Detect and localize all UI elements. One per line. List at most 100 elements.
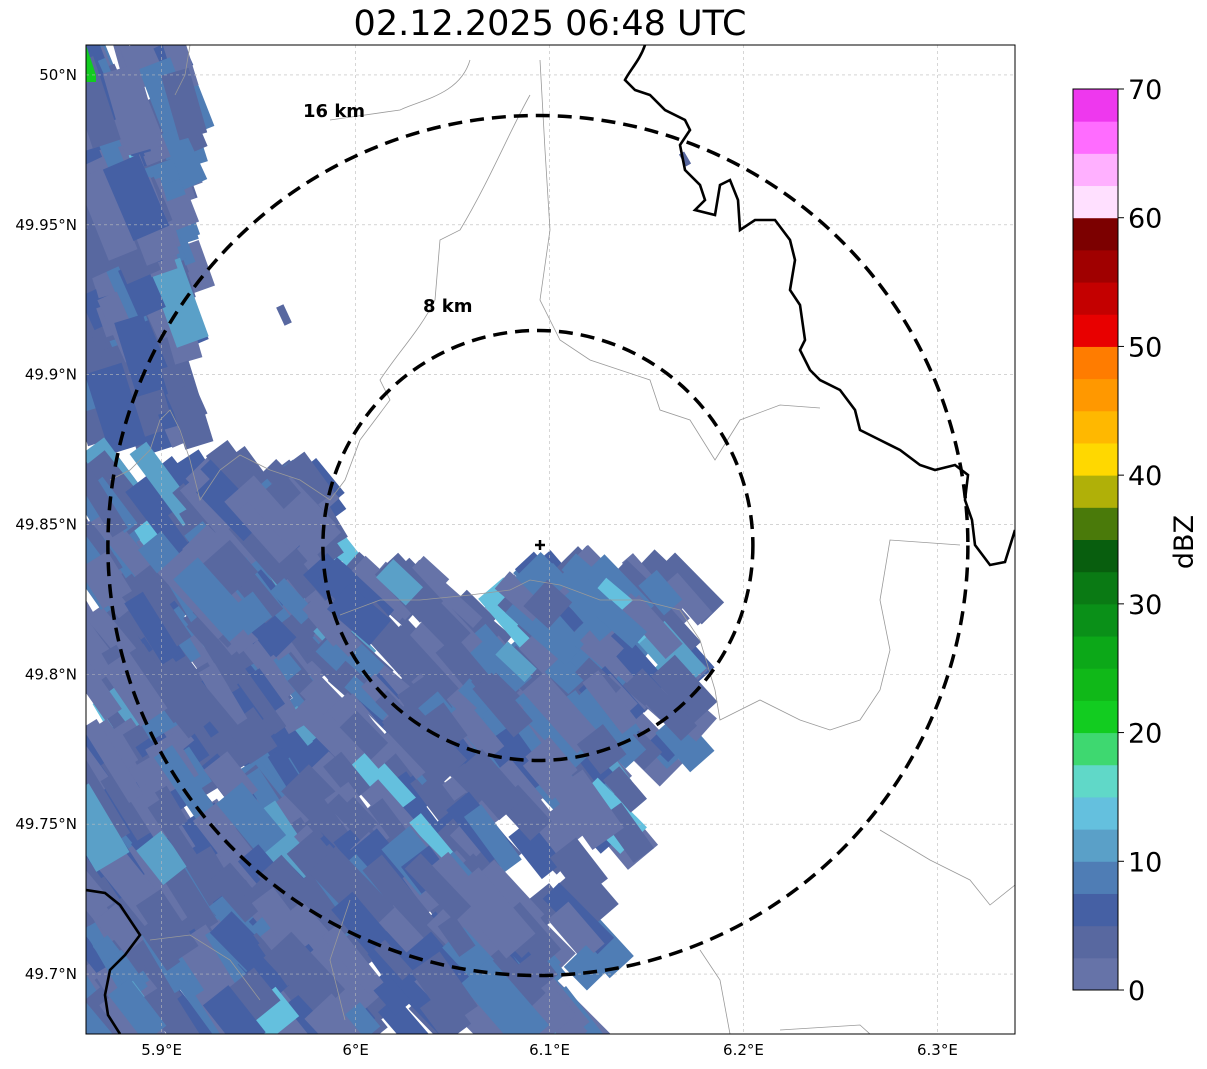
echo-cell xyxy=(339,710,389,760)
echo-cell xyxy=(662,572,713,626)
echo-cell xyxy=(308,846,395,934)
map-frame xyxy=(85,44,1016,1035)
echo-cell xyxy=(460,957,549,1034)
echo-cell xyxy=(209,911,291,993)
colorbar-bin xyxy=(1073,507,1118,540)
colorbar-bin xyxy=(1073,217,1118,251)
colorbar-bin xyxy=(1073,185,1118,219)
echo-cell xyxy=(135,889,199,963)
colorbar-bin xyxy=(1073,957,1118,991)
echo-cell xyxy=(211,516,263,570)
echo-cell xyxy=(124,591,182,665)
echo-cell xyxy=(202,985,266,1034)
echo-cell xyxy=(463,804,522,873)
colorbar-bin xyxy=(1073,861,1118,894)
y-tick-label: 49.95°N xyxy=(15,216,77,234)
echo-cell xyxy=(270,578,316,625)
echo-cell xyxy=(582,670,639,734)
admin-border xyxy=(109,45,531,501)
echo-cell xyxy=(449,867,536,959)
echo-cell xyxy=(522,671,600,754)
y-tick-label: 49.9°N xyxy=(25,366,77,384)
x-tick-label: 5.9°E xyxy=(141,1041,182,1059)
colorbar-bin xyxy=(1073,249,1118,283)
echo-cell xyxy=(410,951,478,1027)
echo-cell xyxy=(505,597,580,666)
colorbar-tick-label: 60 xyxy=(1128,204,1162,235)
echo-cell xyxy=(518,627,565,674)
echo-cell xyxy=(153,744,215,819)
country-border xyxy=(86,888,142,1034)
y-axis-ticks: 50°N 49.95°N 49.9°N 49.85°N 49.8°N 49.75°N 49.… xyxy=(15,66,77,983)
echo-cell xyxy=(323,751,371,803)
river-border xyxy=(623,45,1015,567)
borders xyxy=(86,45,1015,1034)
echo-cell xyxy=(97,903,144,954)
echo-cell xyxy=(228,713,278,765)
echo-cell xyxy=(276,304,292,326)
echo-cell xyxy=(86,453,128,538)
x-tick-label: 6.2°E xyxy=(723,1041,764,1059)
echo-cell xyxy=(100,770,155,841)
echo-cell xyxy=(102,154,170,241)
echo-cell xyxy=(556,862,619,927)
echo-cell xyxy=(556,563,618,623)
colorbar-bin xyxy=(1073,764,1118,798)
echo-cell xyxy=(198,663,252,735)
echo-cell xyxy=(86,975,128,1034)
echo-cell xyxy=(241,638,296,701)
colorbar-bin xyxy=(1073,153,1118,187)
colorbar-bin xyxy=(1073,475,1118,508)
echo-cell xyxy=(510,949,559,997)
colorbar-bin xyxy=(1073,410,1118,444)
range-rings xyxy=(106,113,970,978)
echo-cell xyxy=(602,766,647,813)
echo-cell xyxy=(86,642,122,721)
echo-cell xyxy=(300,936,381,1021)
colorbar-bin xyxy=(1073,314,1118,347)
echo-cell xyxy=(304,993,377,1034)
colorbar-tick-label: 10 xyxy=(1128,847,1162,878)
echo-cell xyxy=(208,862,267,923)
y-tick-label: 49.75°N xyxy=(15,815,77,833)
x-tick-label: 6.3°E xyxy=(917,1041,958,1059)
range-ring-16km xyxy=(106,113,970,978)
echo-cell xyxy=(99,926,157,985)
colorbar-bin xyxy=(1073,89,1118,122)
colorbar-bin xyxy=(1073,346,1118,380)
colorbar-label: dBZ xyxy=(1169,515,1200,569)
echo-cell xyxy=(279,451,335,511)
colorbar-bin xyxy=(1073,571,1118,605)
echo-cell xyxy=(224,475,309,564)
echo-cell xyxy=(522,750,571,801)
echo-cell xyxy=(128,755,170,798)
echo-cell xyxy=(86,56,121,149)
echo-cell xyxy=(362,854,436,936)
map-title: 02.12.2025 06:48 UTC xyxy=(353,4,747,44)
echo-cell xyxy=(456,749,525,821)
echo-cell xyxy=(165,193,200,231)
echo-cell xyxy=(477,943,546,1013)
colorbar-bin xyxy=(1073,378,1118,412)
echo-cell xyxy=(382,700,468,787)
colorbar-frame xyxy=(1072,88,1119,991)
range-ring-8km xyxy=(321,328,755,763)
colorbar-bin xyxy=(1073,121,1118,154)
reflectivity-echoes xyxy=(86,45,725,1034)
echo-cell xyxy=(173,557,254,642)
echo-cell xyxy=(449,822,487,860)
y-tick-label: 49.85°N xyxy=(15,516,77,534)
echo-cell xyxy=(547,901,605,962)
colorbar-bin xyxy=(1073,668,1118,701)
echo-cell xyxy=(143,982,207,1034)
echo-cell xyxy=(274,549,321,600)
echo-cell xyxy=(136,830,189,885)
echo-cell xyxy=(547,798,592,845)
echo-cell xyxy=(263,931,346,1016)
colorbar-bin xyxy=(1073,282,1118,315)
echo-cell xyxy=(351,555,419,621)
echo-cell xyxy=(114,314,166,397)
echo-cell xyxy=(108,978,167,1034)
y-tick-label: 49.8°N xyxy=(25,665,77,683)
colorbar-tick-label: 40 xyxy=(1128,461,1162,492)
